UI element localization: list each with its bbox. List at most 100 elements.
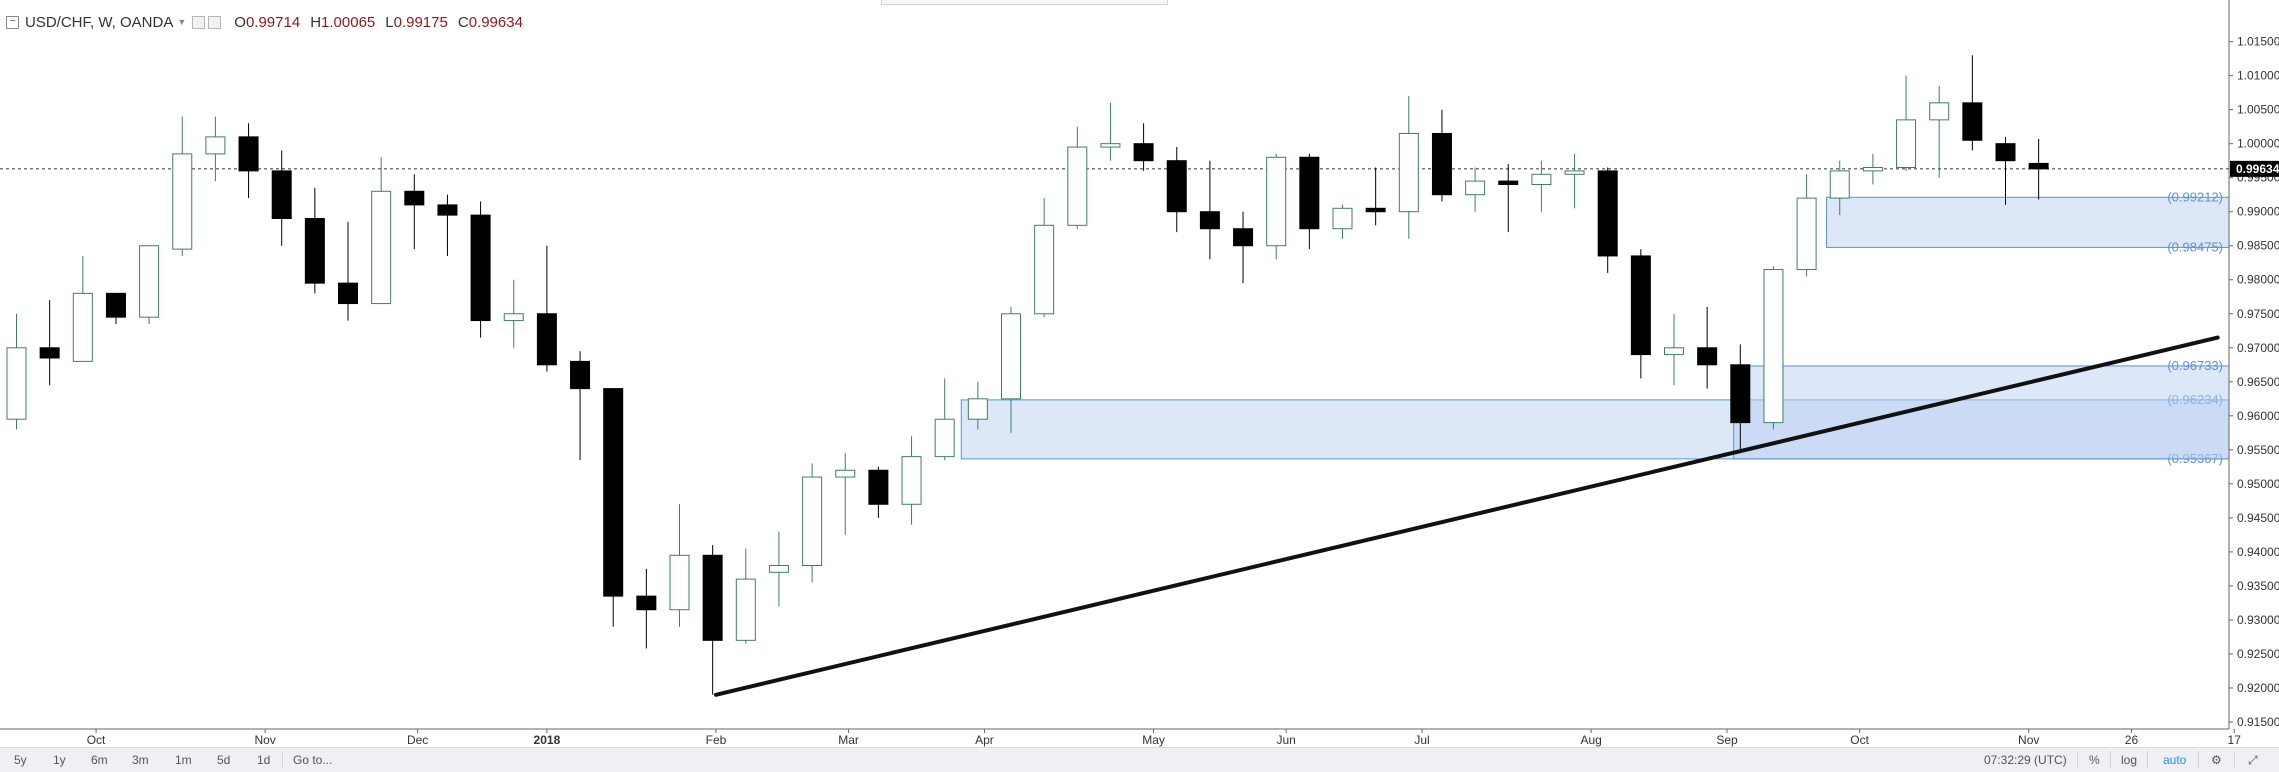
chevron-down-icon[interactable]: ▼ xyxy=(177,17,187,27)
fullscreen-icon[interactable]: ⤢ xyxy=(2248,753,2258,767)
ohlc-high: H1.00065 xyxy=(310,13,376,31)
candle-up xyxy=(1100,143,1121,148)
candle-up xyxy=(6,347,27,420)
price-tick-label: 1.01000 xyxy=(2237,69,2279,83)
time-tick-label: Nov xyxy=(2018,733,2039,747)
price-tick-label: 1.01500 xyxy=(2237,35,2279,49)
legend-collapse-icon[interactable]: − xyxy=(6,15,19,29)
last-price-badge xyxy=(2230,160,2279,177)
candle-up xyxy=(1332,207,1353,230)
candle-down xyxy=(1697,347,1718,366)
price-tick-label: 1.00000 xyxy=(2237,137,2279,151)
candle-up xyxy=(835,469,856,478)
tf-1d[interactable]: 1d xyxy=(257,753,271,767)
candle-up xyxy=(735,578,756,641)
candle-down xyxy=(1199,211,1220,230)
chart-legend: − USD/CHF, W, OANDA ▼ O0.99714 H1.00065 … xyxy=(6,12,523,32)
time-tick-label: Aug xyxy=(1580,733,1601,747)
candle-down xyxy=(1630,255,1651,356)
price-tick-label: 0.95500 xyxy=(2237,443,2279,457)
tf-1m[interactable]: 1m xyxy=(175,753,192,767)
toolbar-divider xyxy=(2110,751,2111,768)
log-toggle[interactable]: log xyxy=(2121,753,2138,767)
candle-down xyxy=(603,388,624,597)
candle-up xyxy=(967,398,988,420)
trendline-layer xyxy=(713,335,2220,697)
toolbar-divider xyxy=(2147,751,2148,768)
candle-down xyxy=(338,282,358,305)
candle-up xyxy=(1465,180,1486,196)
candle-down xyxy=(570,360,591,390)
candle-up xyxy=(802,476,823,567)
demand-zone xyxy=(1733,365,2230,460)
candle-down xyxy=(105,292,126,318)
toolbar-divider xyxy=(282,751,283,768)
settings-icon[interactable] xyxy=(208,15,222,29)
axis-layer: 1.015001.010001.005001.000000.995000.990… xyxy=(0,0,2279,747)
zone-lower-label: (0.98475) xyxy=(2167,239,2223,254)
tf-3m[interactable]: 3m xyxy=(132,753,149,767)
auto-toggle[interactable]: auto xyxy=(2163,753,2187,767)
top-drag-tab[interactable] xyxy=(881,0,1168,5)
candle-up xyxy=(768,565,789,573)
candle-up xyxy=(1067,146,1088,226)
candle-up xyxy=(1862,166,1883,172)
candle-up xyxy=(503,313,524,322)
candle-down xyxy=(1365,207,1386,213)
candle-up xyxy=(1796,197,1817,271)
tf-6m[interactable]: 6m xyxy=(91,753,108,767)
price-tick-label: 0.94500 xyxy=(2237,511,2279,525)
time-tick-label: Apr xyxy=(975,733,994,747)
candle-up xyxy=(934,418,955,458)
candle-down xyxy=(1133,143,1154,162)
time-tick-label: Jul xyxy=(1414,733,1429,747)
candle-up xyxy=(1829,170,1850,199)
price-tick-label: 0.94000 xyxy=(2237,545,2279,559)
candle-down xyxy=(404,190,425,206)
settings-gear-icon[interactable]: ⚙ xyxy=(2211,753,2222,767)
tf-1y[interactable]: 1y xyxy=(53,753,66,767)
percent-toggle[interactable]: % xyxy=(2089,753,2100,767)
time-tick-label: Oct xyxy=(1850,733,1869,747)
time-tick-label: May xyxy=(1142,733,1165,747)
candle-down xyxy=(868,469,889,505)
candle-down xyxy=(1498,180,1519,185)
candle-up xyxy=(901,456,922,505)
eye-icon[interactable] xyxy=(192,15,206,29)
candle-down xyxy=(1299,156,1320,230)
toolbar-divider xyxy=(2234,751,2235,768)
price-tick-label: 0.97500 xyxy=(2237,307,2279,321)
tf-5d[interactable]: 5d xyxy=(217,753,231,767)
time-tick-label: Sep xyxy=(1716,733,1738,747)
ohlc-close: C0.99634 xyxy=(457,13,523,31)
clock-label: 07:32:29 (UTC) xyxy=(1984,753,2067,767)
price-tick-label: 0.95000 xyxy=(2237,477,2279,491)
price-tick-label: 0.91500 xyxy=(2237,715,2279,729)
candle-down xyxy=(1431,132,1452,196)
price-tick-label: 0.92000 xyxy=(2237,681,2279,695)
time-tick-label: 2018 xyxy=(534,733,561,747)
price-tick-label: 0.93500 xyxy=(2237,579,2279,593)
candle-up xyxy=(1564,170,1585,175)
price-tick-label: 0.96500 xyxy=(2237,375,2279,389)
toolbar-divider xyxy=(2198,751,2199,768)
price-tick-label: 0.98500 xyxy=(2237,239,2279,253)
zones-layer: (0.99212)(0.98475)(0.96234)(0.95367)(0.9… xyxy=(960,189,2230,466)
goto-button[interactable]: Go to... xyxy=(293,753,333,767)
tf-5y[interactable]: 5y xyxy=(14,753,27,767)
candle-up xyxy=(139,245,160,318)
candle-up xyxy=(1763,269,1784,424)
candle-up xyxy=(1266,156,1287,247)
trendline xyxy=(713,335,2220,697)
candle-down xyxy=(1166,160,1187,213)
candle-down xyxy=(702,554,723,641)
toolbar-divider xyxy=(2077,751,2078,768)
symbol-label[interactable]: USD/CHF, W, OANDA xyxy=(25,13,174,31)
time-tick-label: Mar xyxy=(838,733,859,747)
candle-up xyxy=(72,292,93,362)
time-tick-label: Nov xyxy=(254,733,275,747)
time-tick-label: 26 xyxy=(2125,733,2139,747)
candle-up xyxy=(205,136,226,155)
candle-down xyxy=(1233,228,1254,247)
